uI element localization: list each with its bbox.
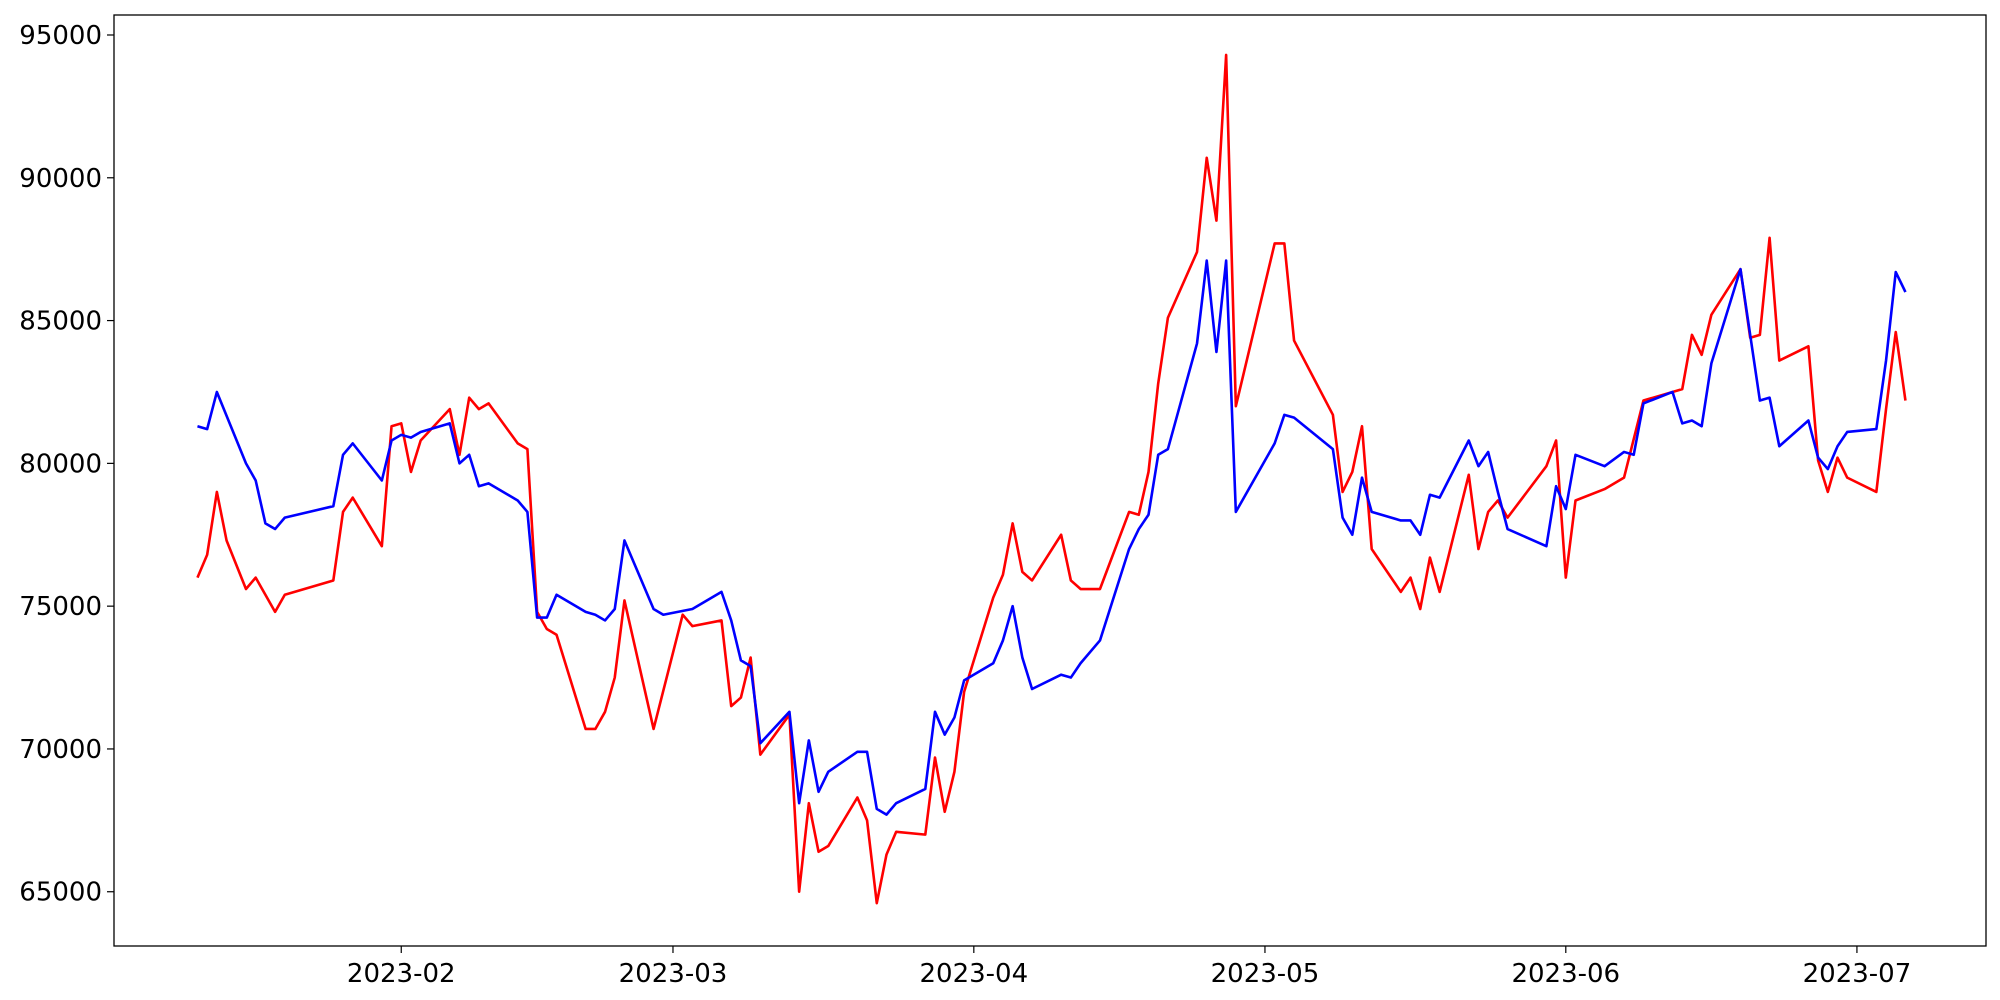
y-tick-label: 70000 bbox=[19, 735, 102, 765]
x-tick-label: 2023-04 bbox=[919, 959, 1028, 989]
series-line bbox=[197, 259, 1907, 816]
y-tick-label: 65000 bbox=[19, 878, 102, 908]
axes-frame bbox=[113, 14, 1987, 947]
series-line bbox=[196, 53, 1907, 905]
plot-area bbox=[196, 53, 1907, 905]
x-tick-label: 2023-07 bbox=[1803, 959, 1912, 989]
x-tick-label: 2023-03 bbox=[619, 959, 728, 989]
x-tick-label: 2023-02 bbox=[347, 959, 456, 989]
y-tick-label: 80000 bbox=[19, 449, 102, 479]
x-tick-label: 2023-05 bbox=[1211, 959, 1320, 989]
y-tick-label: 95000 bbox=[19, 21, 102, 51]
y-tick-label: 85000 bbox=[19, 307, 102, 337]
y-tick-label: 90000 bbox=[19, 164, 102, 194]
y-tick-label: 75000 bbox=[19, 592, 102, 622]
x-tick-label: 2023-06 bbox=[1511, 959, 1620, 989]
